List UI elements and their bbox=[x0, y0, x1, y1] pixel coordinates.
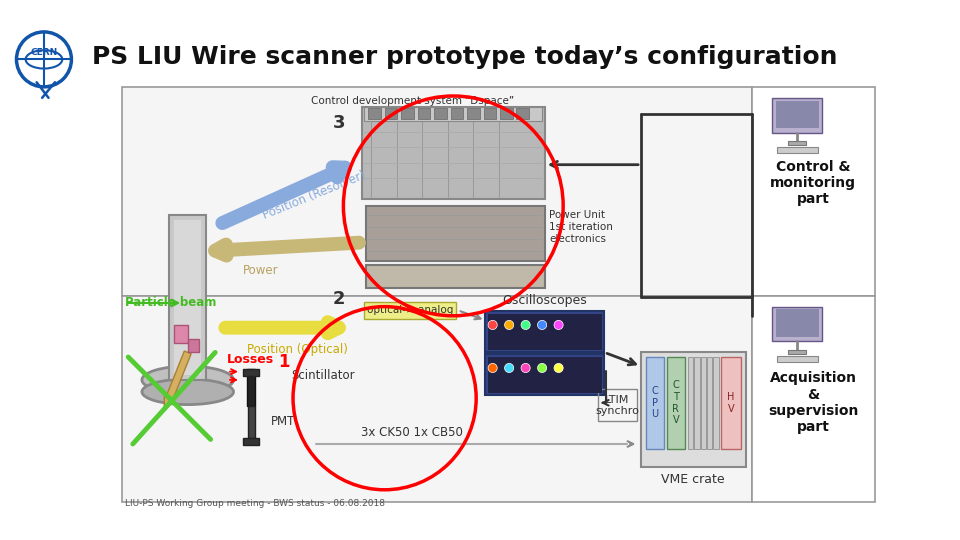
Bar bbox=[488, 314, 602, 350]
Bar bbox=[418, 108, 430, 119]
Bar bbox=[365, 302, 456, 319]
Circle shape bbox=[538, 363, 546, 373]
Text: C
P
U: C P U bbox=[651, 386, 659, 420]
Bar bbox=[776, 309, 819, 337]
FancyArrow shape bbox=[164, 351, 191, 411]
Bar bbox=[362, 107, 545, 199]
Bar bbox=[367, 206, 545, 261]
Circle shape bbox=[505, 320, 514, 329]
Text: Particle beam: Particle beam bbox=[125, 296, 216, 309]
Bar bbox=[787, 141, 805, 145]
Bar bbox=[488, 357, 602, 393]
Bar bbox=[787, 350, 805, 354]
Bar bbox=[772, 307, 823, 341]
Text: Position (Optical): Position (Optical) bbox=[248, 343, 348, 356]
Bar bbox=[484, 108, 496, 119]
Bar bbox=[777, 356, 818, 362]
Bar bbox=[365, 107, 542, 121]
Bar bbox=[641, 353, 746, 467]
Bar bbox=[516, 108, 529, 119]
Bar bbox=[666, 357, 685, 449]
Bar bbox=[486, 311, 605, 353]
Bar bbox=[707, 357, 712, 449]
Bar bbox=[434, 108, 446, 119]
Text: Scintillator: Scintillator bbox=[291, 369, 355, 382]
Text: optical-> analog: optical-> analog bbox=[367, 305, 453, 315]
Text: PS LIU Wire scanner prototype today’s configuration: PS LIU Wire scanner prototype today’s co… bbox=[91, 45, 837, 69]
Bar bbox=[450, 108, 464, 119]
Bar bbox=[243, 437, 259, 445]
Circle shape bbox=[488, 320, 497, 329]
Bar bbox=[776, 100, 819, 128]
Bar bbox=[687, 357, 693, 449]
Circle shape bbox=[554, 363, 564, 373]
Text: Oscilloscopes: Oscilloscopes bbox=[502, 294, 588, 307]
Text: H
V: H V bbox=[727, 392, 734, 414]
Bar bbox=[169, 215, 206, 380]
Bar bbox=[367, 266, 545, 288]
Text: 2: 2 bbox=[332, 291, 345, 308]
Text: VME crate: VME crate bbox=[661, 473, 725, 487]
Bar bbox=[500, 108, 513, 119]
Text: Losses: Losses bbox=[228, 353, 275, 366]
Text: Power Unit
1st iteration
electronics: Power Unit 1st iteration electronics bbox=[549, 211, 613, 244]
Circle shape bbox=[505, 363, 514, 373]
Bar bbox=[243, 369, 259, 376]
Text: Control development system “Dspace”: Control development system “Dspace” bbox=[310, 96, 514, 106]
Bar bbox=[188, 339, 199, 353]
Bar bbox=[752, 87, 876, 295]
Circle shape bbox=[554, 320, 564, 329]
Bar bbox=[174, 220, 202, 375]
Circle shape bbox=[488, 363, 497, 373]
Bar bbox=[777, 147, 818, 153]
Circle shape bbox=[521, 363, 530, 373]
Bar bbox=[122, 295, 752, 502]
Ellipse shape bbox=[142, 379, 233, 404]
Bar bbox=[122, 87, 752, 295]
Text: 3x CK50 1x CB50: 3x CK50 1x CB50 bbox=[361, 427, 463, 440]
Ellipse shape bbox=[142, 366, 233, 394]
Bar bbox=[467, 108, 480, 119]
Bar bbox=[598, 389, 637, 421]
Text: LIU-PS Working Group meeting - BWS status - 06.08.2018: LIU-PS Working Group meeting - BWS statu… bbox=[126, 499, 386, 508]
Bar bbox=[248, 369, 254, 406]
Text: C
T
R
V: C T R V bbox=[672, 380, 680, 425]
Text: PMT: PMT bbox=[271, 415, 296, 428]
Text: Acquisition
&
supervision
part: Acquisition & supervision part bbox=[768, 372, 858, 434]
Bar bbox=[713, 357, 719, 449]
Text: 3: 3 bbox=[332, 114, 345, 132]
Bar bbox=[385, 108, 397, 119]
Bar bbox=[721, 357, 741, 449]
Bar bbox=[401, 108, 414, 119]
Bar bbox=[249, 406, 255, 437]
Text: Control &
monitoring
part: Control & monitoring part bbox=[770, 160, 856, 206]
Bar bbox=[772, 98, 823, 133]
Bar bbox=[645, 357, 664, 449]
Text: CERN: CERN bbox=[31, 48, 58, 57]
Text: Power: Power bbox=[243, 264, 278, 276]
Bar bbox=[174, 325, 188, 343]
Bar bbox=[752, 295, 876, 502]
Bar bbox=[694, 357, 700, 449]
Text: LTIM
synchro: LTIM synchro bbox=[595, 395, 639, 416]
Bar bbox=[486, 354, 605, 395]
Circle shape bbox=[521, 320, 530, 329]
Text: 1: 1 bbox=[278, 353, 290, 370]
Bar bbox=[701, 357, 706, 449]
Bar bbox=[368, 108, 381, 119]
Circle shape bbox=[538, 320, 546, 329]
Text: Position (Resolver): Position (Resolver) bbox=[261, 168, 368, 221]
